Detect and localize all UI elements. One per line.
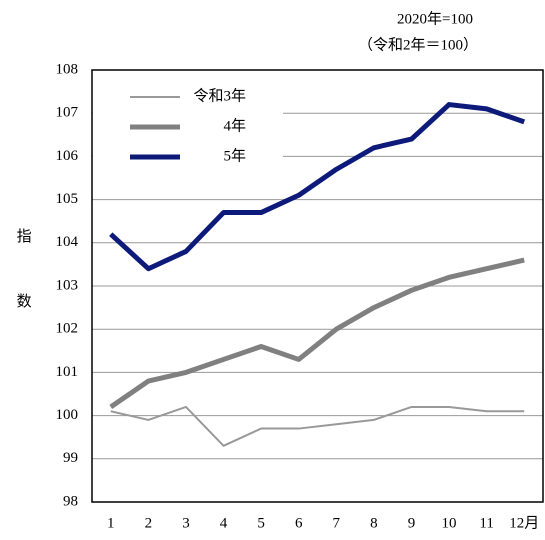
y-tick-label: 103 xyxy=(56,277,79,293)
x-tick-label: 7 xyxy=(333,515,341,531)
y-tick-label: 102 xyxy=(56,321,79,337)
x-tick-label: 2 xyxy=(145,515,153,531)
y-tick-label: 107 xyxy=(56,105,79,121)
y-tick-label: 101 xyxy=(56,364,79,380)
y-tick-label: 99 xyxy=(63,450,78,466)
y-tick-label: 100 xyxy=(56,407,79,423)
x-tick-label: 10 xyxy=(442,515,457,531)
series-line xyxy=(110,405,525,447)
x-tick-label: 4 xyxy=(220,515,228,531)
y-tick-label: 105 xyxy=(56,191,79,207)
legend-label: 5年 xyxy=(223,147,246,164)
series-line xyxy=(109,257,525,410)
legend-label: 4年 xyxy=(223,117,246,134)
x-tick-label: 11 xyxy=(479,515,493,531)
series-line xyxy=(109,102,526,272)
x-tick-label: 3 xyxy=(182,515,190,531)
y-tick-label: 98 xyxy=(63,493,78,509)
plot-frame xyxy=(91,69,544,503)
x-tick-label: 6 xyxy=(295,515,303,531)
y-tick-label: 104 xyxy=(56,234,79,250)
x-tick-label: 5 xyxy=(257,515,265,531)
y-tick-label: 106 xyxy=(56,148,79,164)
y-axis-label: 指数 xyxy=(15,228,32,358)
x-tick-label: 8 xyxy=(370,515,378,531)
x-tick-label: 9 xyxy=(408,515,416,531)
annotation: 2020年=100 xyxy=(397,10,473,27)
x-tick-label: 1 xyxy=(107,515,115,531)
legend-label: 令和3年 xyxy=(193,87,246,104)
legend-background xyxy=(93,82,283,182)
y-tick-label: 108 xyxy=(56,61,79,77)
x-tick-label: 12月 xyxy=(509,515,539,531)
annotation: （令和2年＝100） xyxy=(358,36,478,53)
